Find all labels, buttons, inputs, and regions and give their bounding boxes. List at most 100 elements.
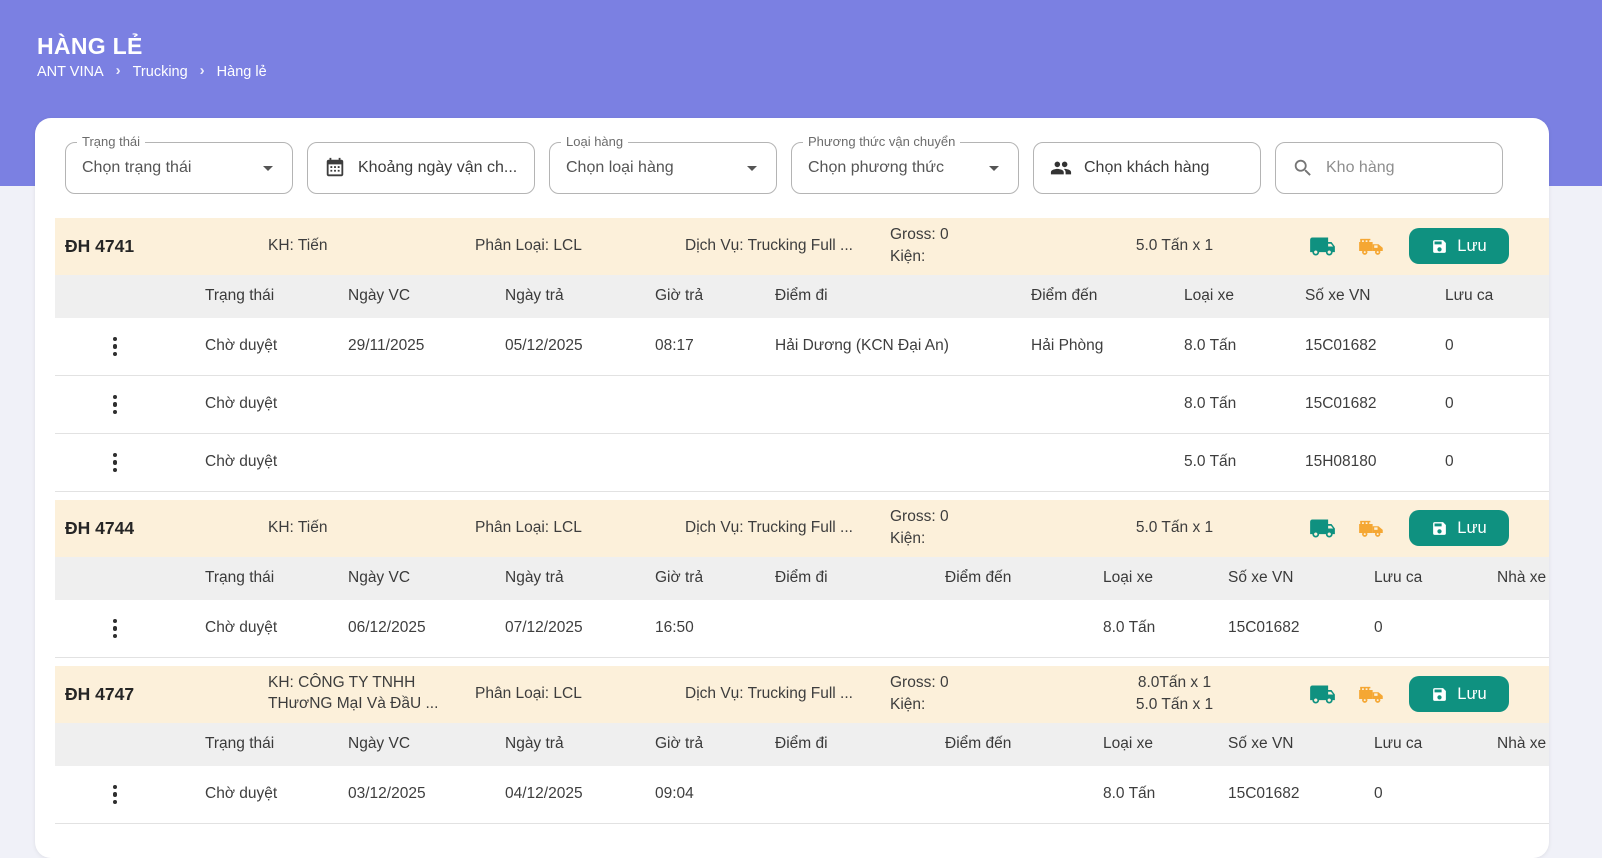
order-gross-block: Gross: 0 Kiện:: [890, 506, 1040, 551]
cell-status: Chờ duyệt: [205, 395, 278, 413]
table-row: Chờ duyệt 8.0 Tấn 15C01682 0: [55, 376, 1549, 434]
save-icon: [1433, 240, 1447, 253]
column-header: Loại xe: [1103, 735, 1153, 753]
column-header: Loại xe: [1103, 569, 1153, 587]
column-header: Lưu ca: [1374, 569, 1423, 587]
order-customer: KH: Tiến: [268, 518, 328, 536]
fire-truck-icon[interactable]: [1358, 681, 1385, 708]
status-filter-label: Trạng thái: [77, 134, 146, 149]
order-service: Dịch Vụ: Trucking Full ...: [685, 685, 853, 703]
cell-loai_xe: 8.0 Tấn: [1103, 785, 1156, 803]
save-button[interactable]: Lưu: [1409, 228, 1509, 265]
order-tonnage: 8.0Tấn x 1 5.0 Tấn x 1: [1040, 672, 1309, 717]
column-header: Số xe VN: [1228, 735, 1294, 753]
column-header: Ngày VC: [348, 569, 411, 587]
table-header-row: Trạng thái Ngày VC Ngày trả Giờ trả Điểm đi Đ…: [55, 722, 1549, 766]
warehouse-search-input[interactable]: [1326, 159, 1490, 177]
date-range-button[interactable]: Khoảng ngày vận ch...: [307, 142, 535, 194]
order-classification: Phân Loại: LCL: [475, 237, 582, 255]
order-customer: KH: CÔNG TY TNHH THươNG MạI Và ĐầU ...: [268, 674, 439, 713]
delivery-truck-icon[interactable]: [1309, 233, 1336, 260]
row-menu-button[interactable]: [85, 384, 145, 424]
table-rows: Chờ duyệt 06/12/2025 07/12/2025 16:50 8.0 Tấ…: [55, 600, 1549, 658]
table-rows: Chờ duyệt 29/11/2025 05/12/2025 08:17 Hải Dư…: [55, 318, 1549, 492]
column-header: Điểm đến: [1031, 287, 1098, 305]
column-header: Giờ trả: [655, 735, 704, 753]
cell-ngay_vc: 29/11/2025: [348, 337, 425, 355]
save-button[interactable]: Lưu: [1409, 510, 1509, 547]
save-button[interactable]: Lưu: [1409, 676, 1509, 713]
row-menu-button[interactable]: [85, 442, 145, 482]
order-service: Dịch Vụ: Trucking Full ...: [685, 519, 853, 537]
cell-diem_di: Hải Dương (KCN Đại An): [775, 337, 949, 355]
status-filter-select[interactable]: Trạng thái Chọn trạng thái: [65, 134, 293, 194]
breadcrumb-item-company[interactable]: ANT VINA: [37, 63, 104, 80]
cell-status: Chờ duyệt: [205, 337, 278, 355]
column-header: Điểm đến: [945, 735, 1012, 753]
cell-loai_xe: 8.0 Tấn: [1184, 395, 1237, 413]
column-header: Trạng thái: [205, 287, 275, 305]
row-menu-button[interactable]: [85, 774, 145, 814]
table-row: Chờ duyệt 03/12/2025 04/12/2025 09:04 8.0 Tấ…: [55, 766, 1549, 824]
column-header: Ngày VC: [348, 287, 411, 305]
chevron-down-icon: [263, 166, 273, 171]
order-gross-block: Gross: 0 Kiện:: [890, 224, 1040, 269]
content-card: Trạng thái Chọn trạng thái Khoảng ngày v…: [35, 118, 1549, 858]
column-header: Giờ trả: [655, 287, 704, 305]
cell-ngay_vc: 03/12/2025: [348, 785, 426, 803]
order-pieces: Kiện:: [890, 696, 926, 714]
row-menu-button[interactable]: [85, 326, 145, 366]
column-header: Lưu ca: [1374, 735, 1423, 753]
cell-ngay_vc: 06/12/2025: [348, 619, 426, 637]
save-button-label: Lưu: [1457, 236, 1487, 255]
cell-gio_tra: 09:04: [655, 785, 694, 803]
column-header: Giờ trả: [655, 569, 704, 587]
filter-bar: Trạng thái Chọn trạng thái Khoảng ngày v…: [35, 118, 1549, 194]
chevron-down-icon: [989, 166, 999, 171]
calendar-icon: [326, 157, 344, 177]
fire-truck-icon[interactable]: [1358, 233, 1385, 260]
column-header: Nhà xe: [1497, 735, 1547, 753]
breadcrumb-item-trucking[interactable]: Trucking: [132, 63, 188, 80]
order-pieces: Kiện:: [890, 530, 926, 548]
cell-ngay_tra: 04/12/2025: [505, 785, 583, 803]
column-header: Nhà xe: [1497, 569, 1547, 587]
cell-luu_ca: 0: [1374, 619, 1383, 637]
column-header: Ngày trả: [505, 287, 564, 305]
warehouse-search-box[interactable]: [1275, 142, 1503, 194]
order-classification: Phân Loại: LCL: [475, 685, 582, 703]
cargo-type-filter-select[interactable]: Loại hàng Chọn loại hàng: [549, 134, 777, 194]
cell-ngay_tra: 07/12/2025: [505, 619, 583, 637]
fire-truck-icon[interactable]: [1358, 515, 1385, 542]
delivery-truck-icon[interactable]: [1309, 515, 1336, 542]
cargo-type-filter-label: Loại hàng: [561, 134, 629, 149]
order-customer: KH: Tiến: [268, 237, 328, 254]
cell-diem_den: Hải Phòng: [1031, 337, 1104, 355]
save-button-label: Lưu: [1457, 518, 1487, 537]
order-id: ĐH 4741: [65, 235, 135, 256]
cargo-type-filter-value: Chọn loại hàng: [566, 159, 674, 176]
cell-ngay_tra: 05/12/2025: [505, 337, 583, 355]
row-menu-button[interactable]: [85, 608, 145, 648]
order-group: ĐH 4747 KH: CÔNG TY TNHH THươNG MạI Và Đ…: [55, 665, 1549, 824]
column-header: Ngày trả: [505, 735, 564, 753]
order-tonnage: 5.0 Tấn x 1: [1040, 235, 1309, 257]
column-header: Điểm đến: [945, 569, 1012, 587]
cell-luu_ca: 0: [1374, 785, 1383, 803]
breadcrumb-item-current: Hàng lẻ: [216, 63, 267, 80]
transport-method-filter-select[interactable]: Phương thức vận chuyển Chọn phương thức: [791, 134, 1019, 194]
order-classification: Phân Loại: LCL: [475, 519, 582, 537]
chevron-right-icon: ›: [115, 62, 121, 79]
transport-method-filter-label: Phương thức vận chuyển: [803, 134, 961, 149]
order-gross: Gross: 0: [890, 673, 949, 691]
table-row: Chờ duyệt 06/12/2025 07/12/2025 16:50 8.0 Tấ…: [55, 600, 1549, 658]
order-tonnage-line: 5.0 Tấn x 1: [1135, 696, 1214, 714]
save-button-label: Lưu: [1457, 684, 1487, 703]
order-truck-icons: [1309, 233, 1385, 260]
order-truck-icons: [1309, 681, 1385, 708]
customer-select-button[interactable]: Chọn khách hàng: [1033, 142, 1261, 194]
cell-so_xe: 15H08180: [1305, 453, 1377, 471]
cell-so_xe: 15C01682: [1228, 619, 1300, 637]
column-header: Điểm đi: [775, 735, 828, 753]
delivery-truck-icon[interactable]: [1309, 681, 1336, 708]
